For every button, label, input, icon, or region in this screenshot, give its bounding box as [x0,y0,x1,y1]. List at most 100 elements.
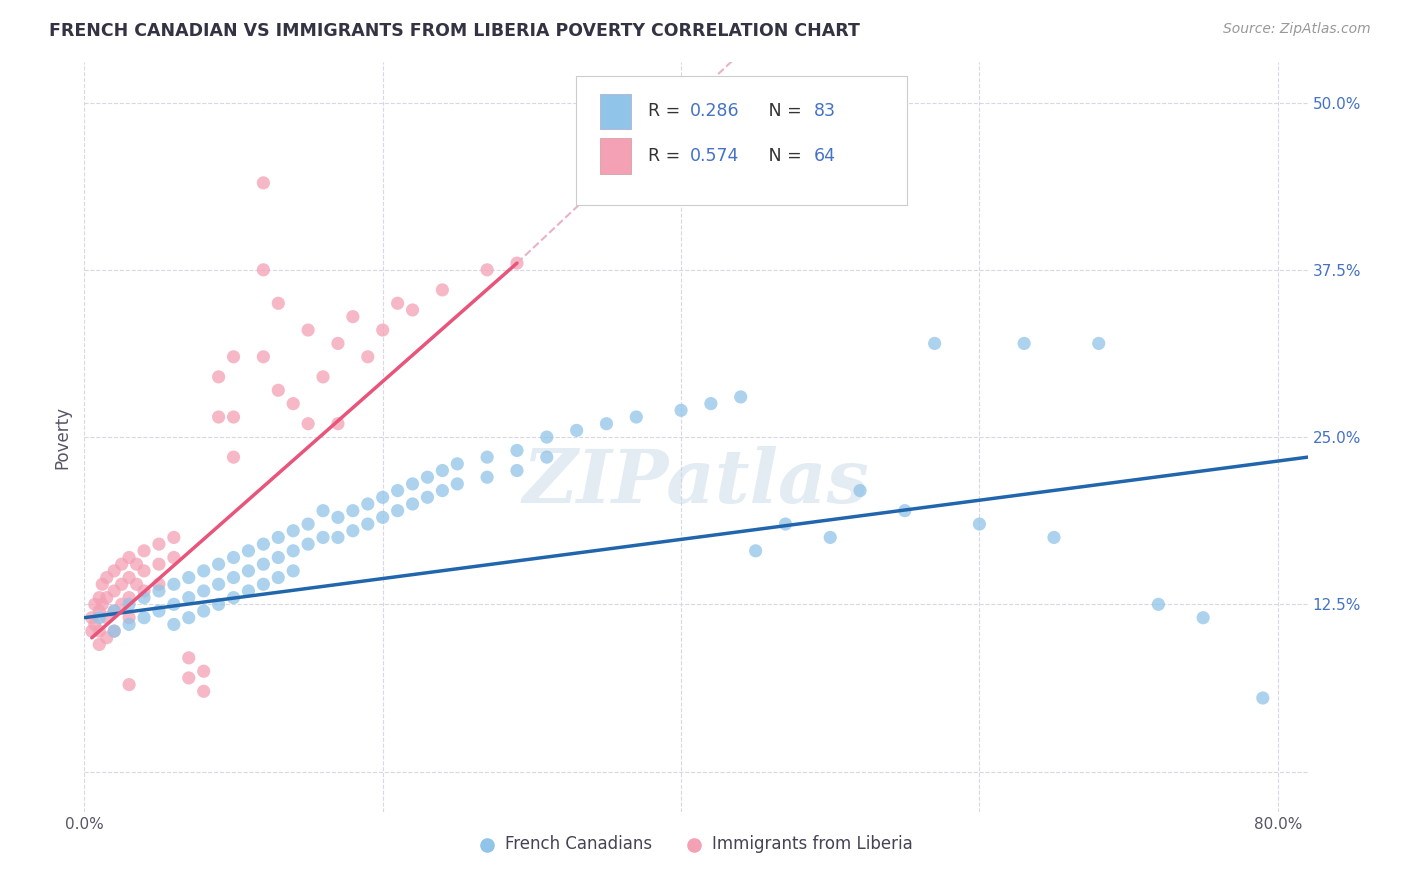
Y-axis label: Poverty: Poverty [53,406,72,468]
Point [148,557,170,572]
Point [312,369,335,384]
Point [132,611,155,625]
Point [744,543,766,558]
Point [252,350,274,364]
Point [252,263,274,277]
Point [252,537,274,551]
Text: R =: R = [648,103,686,120]
Point [96,571,118,585]
Point [207,369,229,384]
Point [118,611,141,625]
Legend: French Canadians, Immigrants from Liberia: French Canadians, Immigrants from Liberi… [472,829,920,860]
Point [103,564,125,578]
Point [432,483,454,498]
Point [536,450,558,465]
Point [103,583,125,598]
Point [163,617,186,632]
Point [252,176,274,190]
Text: 64: 64 [814,147,837,165]
Point [207,410,229,425]
Point [252,577,274,591]
Point [371,510,394,524]
Point [96,631,118,645]
Point [96,611,118,625]
Point [283,396,305,410]
Point [193,583,215,598]
Text: FRENCH CANADIAN VS IMMIGRANTS FROM LIBERIA POVERTY CORRELATION CHART: FRENCH CANADIAN VS IMMIGRANTS FROM LIBER… [49,22,860,40]
Point [326,510,349,524]
Point [148,583,170,598]
Point [125,557,148,572]
Point [267,530,290,544]
Point [894,503,917,517]
Point [177,651,200,665]
Point [193,664,215,679]
Point [357,497,380,511]
Point [111,577,134,591]
Point [267,550,290,565]
Point [506,256,529,270]
Point [312,530,335,544]
Point [401,497,423,511]
Point [89,624,111,639]
Point [222,591,245,605]
Point [238,564,260,578]
Point [506,464,529,478]
Point [125,577,148,591]
Point [1043,530,1066,544]
Point [969,517,991,532]
Point [297,537,319,551]
Point [297,323,319,337]
Point [849,483,872,498]
Point [1147,598,1170,612]
Text: 0.286: 0.286 [690,103,740,120]
Point [818,530,841,544]
Point [163,598,186,612]
Point [163,577,186,591]
Point [89,611,111,625]
Point [357,517,380,532]
Point [506,443,529,458]
Point [401,303,423,318]
Point [387,483,409,498]
Point [89,604,111,618]
Point [118,617,141,632]
Point [700,396,723,410]
Point [252,557,274,572]
Point [357,350,380,364]
Point [297,517,319,532]
Point [432,283,454,297]
Point [193,604,215,618]
Point [111,598,134,612]
Point [401,476,423,491]
Point [775,517,797,532]
Point [565,424,588,438]
Point [475,263,498,277]
Point [283,543,305,558]
Text: ZIPatlas: ZIPatlas [523,446,869,518]
Point [446,476,468,491]
Point [416,491,439,505]
Point [177,571,200,585]
Point [222,410,245,425]
Point [1012,336,1035,351]
Point [118,550,141,565]
Point [446,457,468,471]
Point [267,296,290,310]
Point [132,564,155,578]
Point [475,470,498,484]
Point [80,624,103,639]
Point [177,611,200,625]
Point [1251,690,1274,705]
Point [83,598,105,612]
Point [924,336,946,351]
Point [118,591,141,605]
Point [475,450,498,465]
Point [132,583,155,598]
Point [297,417,319,431]
Text: Source: ZipAtlas.com: Source: ZipAtlas.com [1223,22,1371,37]
Point [89,591,111,605]
Point [103,604,125,618]
Point [283,564,305,578]
Point [118,598,141,612]
